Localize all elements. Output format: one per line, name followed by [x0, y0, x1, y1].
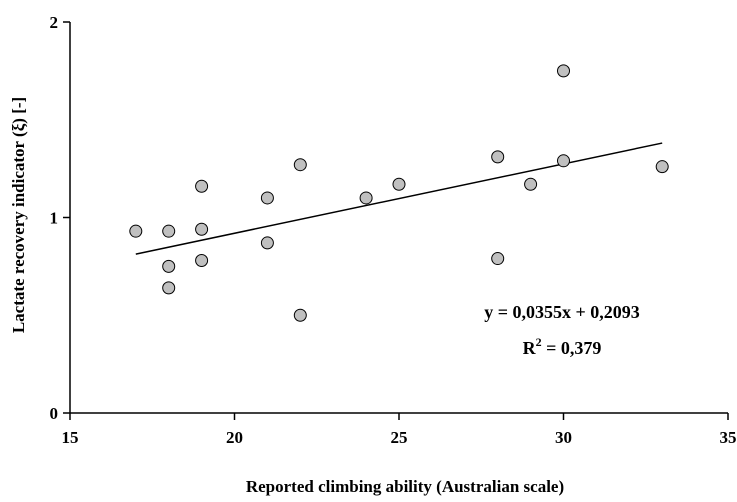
data-point: [129, 224, 143, 238]
y-axis-ticks: 0 1 2: [50, 13, 70, 423]
r-squared-value: = 0,379: [542, 338, 602, 358]
data-point: [557, 64, 570, 78]
x-tick-label: 30: [555, 428, 572, 447]
data-point: [557, 154, 570, 168]
data-point: [293, 158, 307, 172]
data-points: [129, 64, 669, 322]
data-point: [162, 224, 176, 238]
r-squared-label: R2 = 0,379: [523, 335, 602, 358]
data-point: [260, 191, 274, 205]
r-squared-r: R: [523, 338, 537, 358]
data-point: [524, 177, 538, 191]
data-point: [392, 177, 406, 191]
data-point: [293, 308, 307, 322]
x-tick-label: 35: [720, 428, 737, 447]
y-tick-label: 2: [50, 13, 59, 32]
y-tick-label: 1: [50, 209, 59, 228]
data-point: [195, 254, 209, 268]
data-point: [162, 259, 176, 273]
x-axis-title: Reported climbing ability (Australian sc…: [246, 477, 564, 496]
y-axis-title: Lactate recovery indicator (ξ) [-]: [9, 97, 28, 333]
x-tick-label: 25: [391, 428, 408, 447]
y-tick-label: 0: [50, 404, 59, 423]
data-point: [359, 191, 373, 205]
data-point: [491, 150, 505, 164]
regression-equation: y = 0,0355x + 0,2093: [484, 302, 640, 322]
data-point: [655, 160, 669, 174]
data-point: [491, 252, 505, 266]
x-axis-ticks: 15 20 25 30 35: [62, 413, 737, 447]
r-squared-superscript: 2: [536, 335, 542, 349]
data-point: [195, 222, 209, 236]
data-point: [162, 281, 176, 295]
x-tick-label: 20: [226, 428, 243, 447]
x-tick-label: 15: [62, 428, 79, 447]
data-point: [195, 179, 209, 193]
trendline: [135, 142, 663, 255]
data-point: [260, 236, 274, 250]
